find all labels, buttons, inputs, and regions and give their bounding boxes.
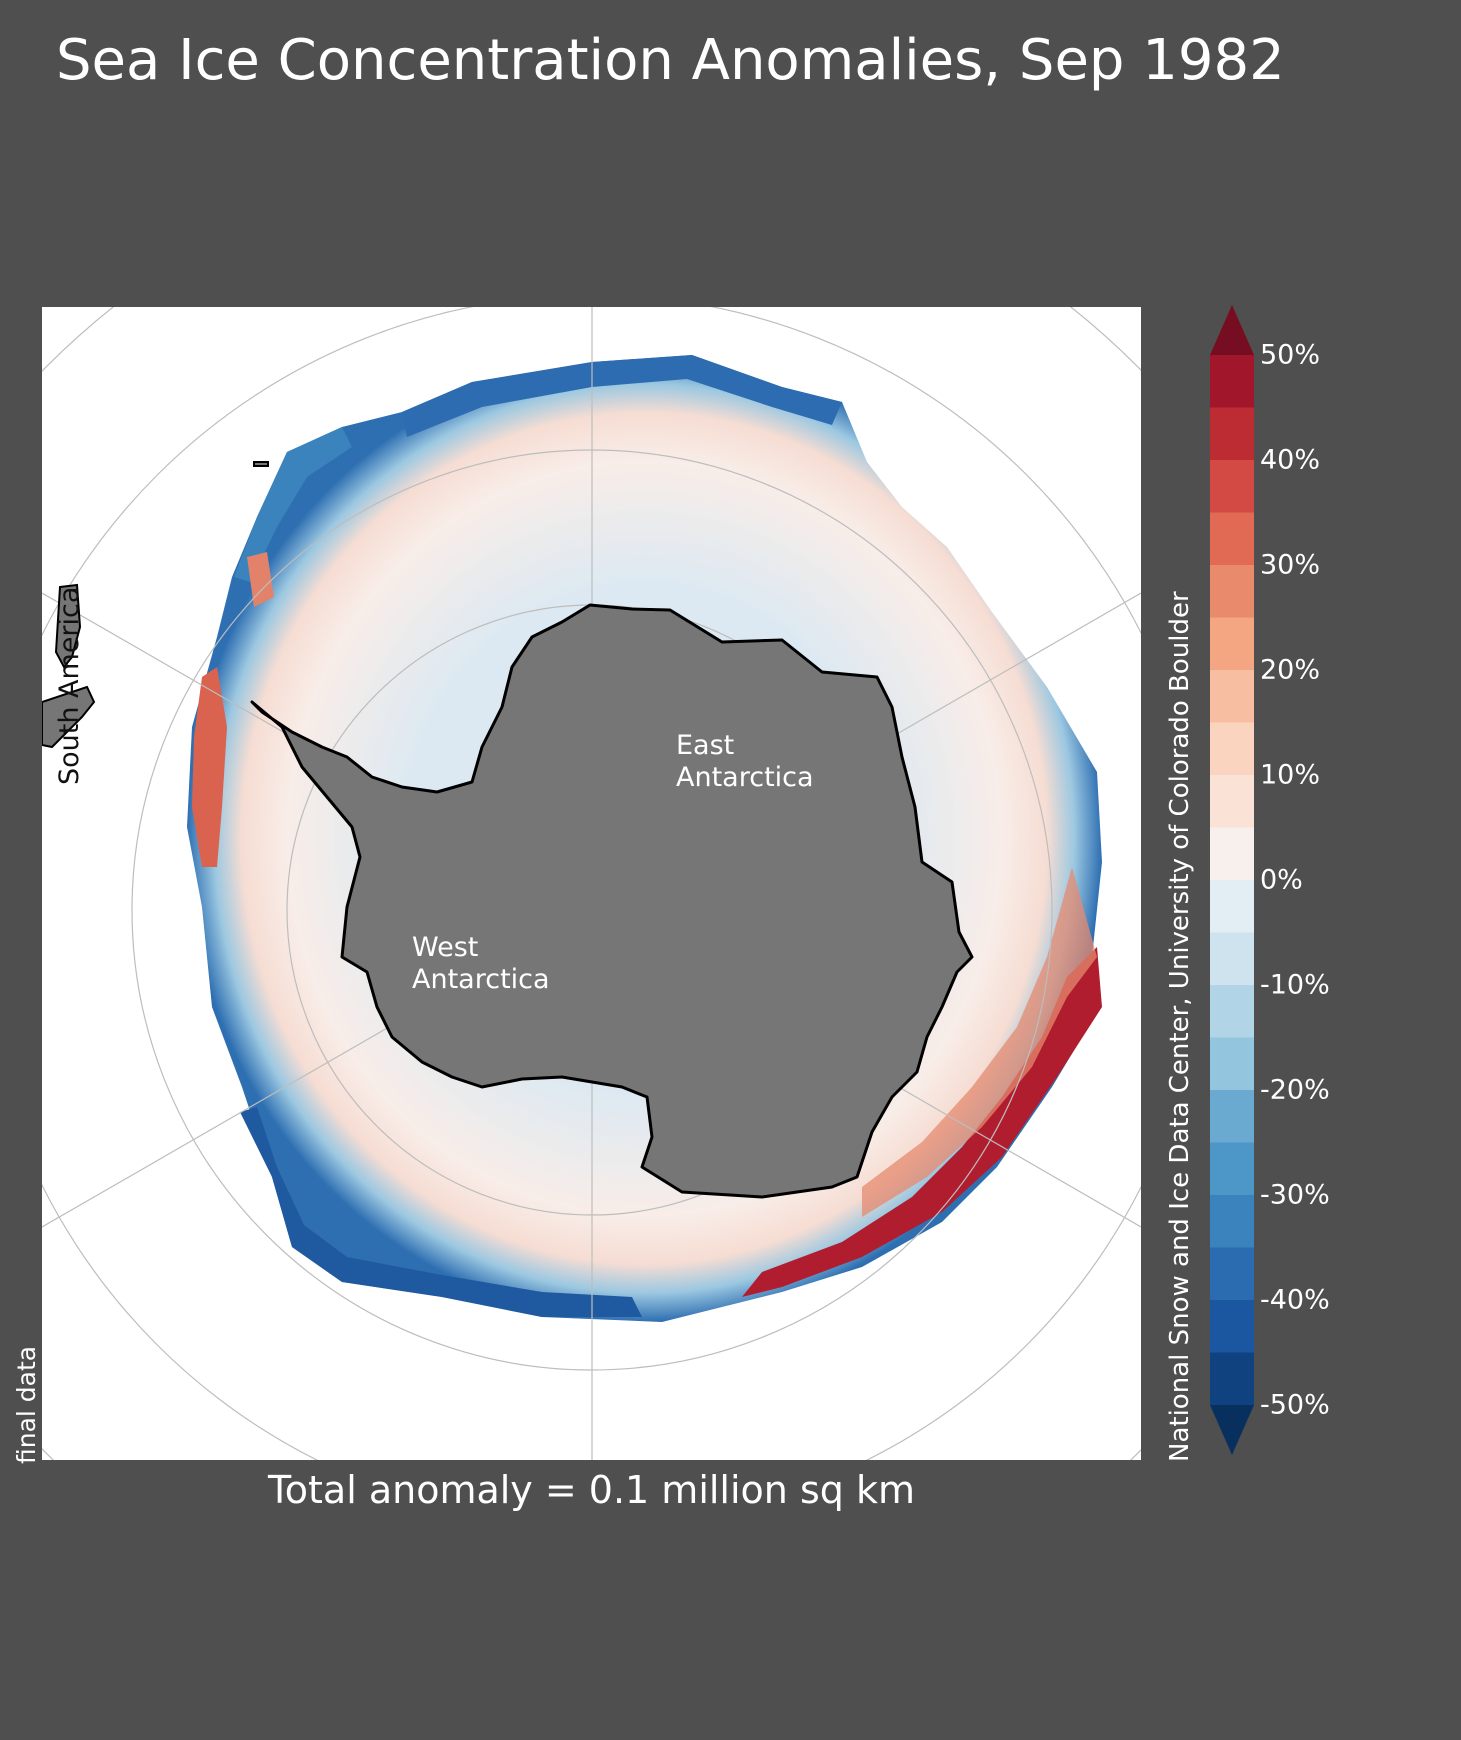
- positive-anomaly-west: [192, 667, 227, 867]
- colorbar-segment: [1210, 1037, 1254, 1091]
- positive-anomaly-northwest: [247, 552, 274, 607]
- colorbar-tick-label: -40%: [1260, 1284, 1330, 1316]
- colorbar-segment: [1210, 355, 1254, 408]
- colorbar-segment: [1210, 827, 1254, 881]
- map-panel: East Antarctica West Antarctica South Am…: [42, 307, 1141, 1460]
- colorbar-tick-label: 30%: [1260, 549, 1321, 581]
- colorbar-segment: [1210, 512, 1254, 566]
- colorbar: 50% 40% 30% 20% 10% 0% -10% -20% -30% -40% -50%: [1210, 305, 1360, 1465]
- colorbar-segment: [1210, 407, 1254, 461]
- antarctic-map: [42, 307, 1141, 1460]
- colorbar-segment: [1210, 1300, 1254, 1353]
- colorbar-tick-label: 0%: [1260, 864, 1303, 896]
- colorbar-segment: [1210, 1090, 1254, 1143]
- colorbar-segment: [1210, 722, 1254, 776]
- antarctica-landmass: [250, 603, 974, 1199]
- colorbar-extend-max: [1210, 305, 1254, 355]
- colorbar-tick-label: 10%: [1260, 759, 1321, 791]
- colorbar-segment: [1210, 1352, 1254, 1406]
- colorbar-tick-label: -50%: [1260, 1389, 1330, 1421]
- ice-edge-negative-north: [402, 355, 842, 437]
- colorbar-segment: [1210, 932, 1254, 986]
- south-america-label: South America: [54, 586, 85, 785]
- west-antarctica-label: West Antarctica: [412, 932, 550, 995]
- colorbar-tick-label: -20%: [1260, 1074, 1330, 1106]
- total-anomaly-caption: Total anomaly = 0.1 million sq km: [268, 1468, 915, 1512]
- data-status-note: final data: [12, 1345, 41, 1464]
- colorbar-segment: [1210, 1247, 1254, 1301]
- positive-anomaly-east-outer: [862, 867, 1097, 1217]
- colorbar-segment: [1210, 985, 1254, 1038]
- ice-edge-negative-west: [234, 427, 352, 582]
- colorbar-segment: [1210, 617, 1254, 671]
- colorbar-segment: [1210, 1195, 1254, 1248]
- chart-title: Sea Ice Concentration Anomalies, Sep 198…: [56, 28, 1285, 93]
- colorbar-tick-label: 50%: [1260, 339, 1321, 371]
- colorbar-tick-label: -30%: [1260, 1179, 1330, 1211]
- colorbar-segment: [1210, 460, 1254, 513]
- south-america-landmass: [42, 461, 269, 749]
- colorbar-segment: [1210, 565, 1254, 618]
- colorbar-tick-label: -10%: [1260, 969, 1330, 1001]
- colorbar-segment: [1210, 775, 1254, 828]
- colorbar-segment: [1210, 1142, 1254, 1196]
- colorbar-segment: [1210, 880, 1254, 933]
- colorbar-scale: [1210, 305, 1254, 1455]
- colorbar-tick-label: 40%: [1260, 444, 1321, 476]
- east-antarctica-label: East Antarctica: [676, 730, 814, 793]
- ice-edge-negative-south: [240, 1107, 642, 1317]
- colorbar-segment: [1210, 670, 1254, 723]
- source-credit: National Snow and Ice Data Center, Unive…: [1165, 591, 1195, 1462]
- colorbar-tick-label: 20%: [1260, 654, 1321, 686]
- colorbar-extend-min: [1210, 1405, 1254, 1455]
